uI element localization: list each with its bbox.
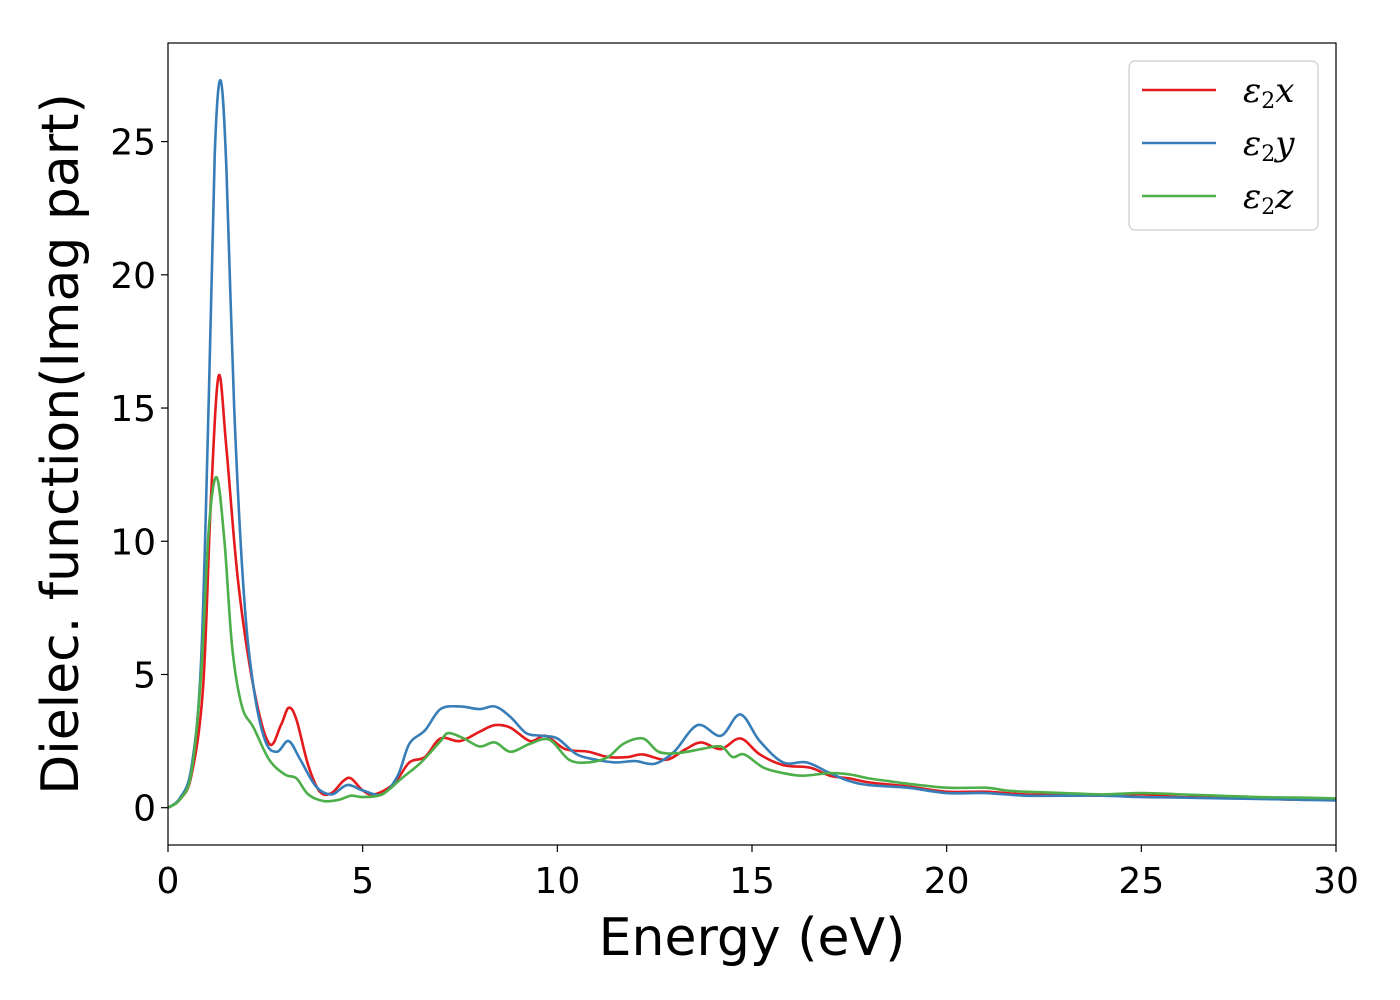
x-tick-label: 20 [924, 861, 970, 902]
series-layer [168, 78, 1336, 809]
x-axis: 0 5 10 15 20 25 30 [157, 845, 1359, 902]
legend-label-x: ε2x [1243, 71, 1294, 114]
x-tick-label: 25 [1118, 861, 1164, 902]
x-tick-label: 5 [351, 861, 374, 902]
legend-label-z: ε2z [1243, 177, 1294, 220]
y-tick-label: 5 [133, 655, 156, 696]
x-axis-label: Energy (eV) [599, 908, 906, 968]
legend-box [1128, 60, 1319, 231]
x-tick-label: 0 [157, 861, 180, 902]
y-tick-label: 20 [110, 256, 156, 297]
y-tick-label: 10 [110, 522, 156, 563]
y-axis: 0 5 10 15 20 25 [110, 123, 168, 830]
y-tick-label: 0 [133, 789, 156, 830]
y-tick-label: 15 [110, 389, 156, 430]
y-tick-label: 25 [110, 123, 156, 164]
series-line-z [168, 476, 1336, 809]
x-tick-label: 10 [534, 861, 580, 902]
y-axis-label: Dielec. function(Imag part) [31, 93, 91, 795]
x-tick-label: 30 [1313, 861, 1359, 902]
x-tick-label: 15 [729, 861, 775, 902]
legend: ε2x ε2y ε2z [1128, 60, 1319, 231]
legend-label-y: ε2y [1243, 124, 1295, 167]
series-line-y [168, 78, 1336, 809]
